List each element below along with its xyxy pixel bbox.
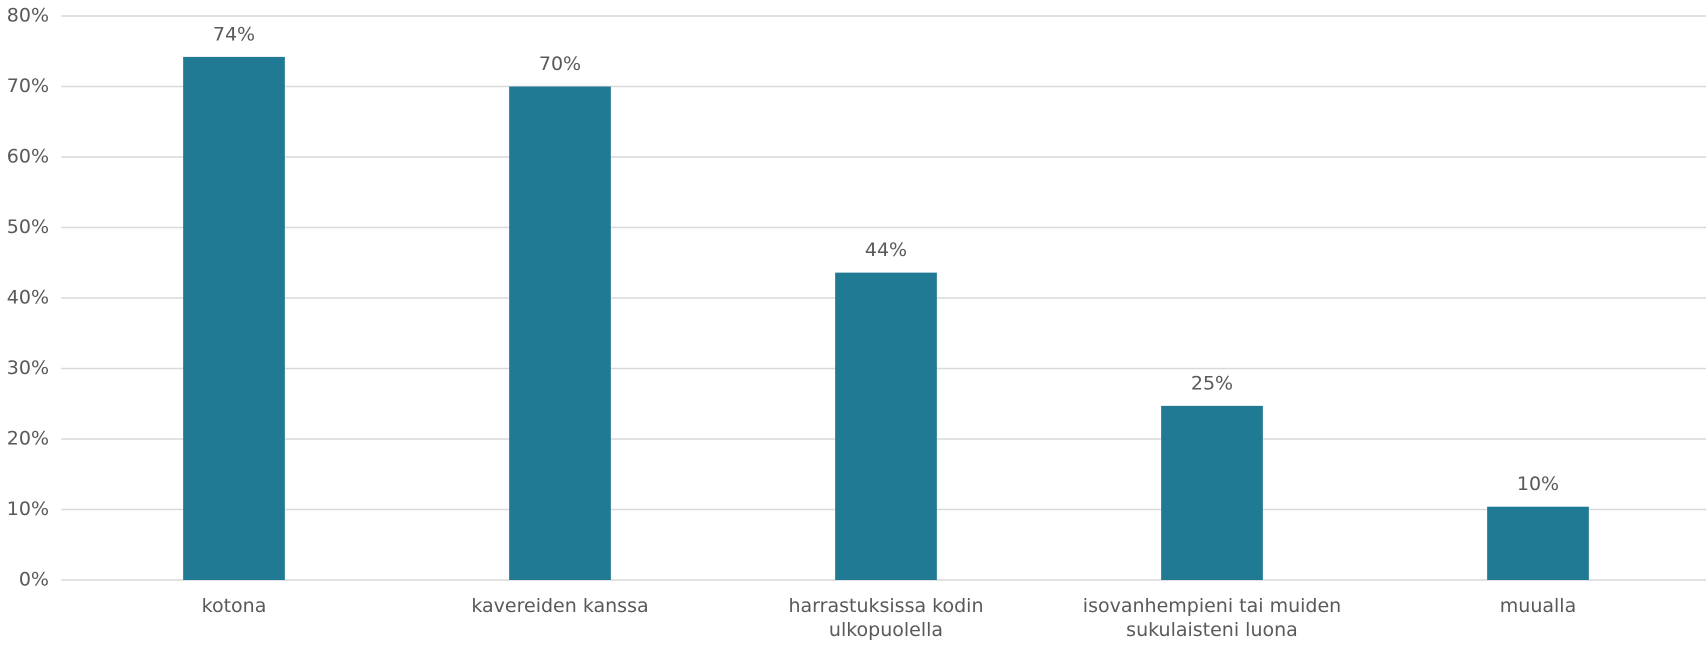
bar <box>509 86 611 580</box>
x-tick-label: muualla <box>1499 595 1577 617</box>
y-tick-label: 50% <box>7 216 49 238</box>
data-label: 70% <box>539 53 581 75</box>
y-tick-label: 70% <box>7 75 49 97</box>
data-label: 74% <box>213 23 255 45</box>
y-tick-label: 60% <box>7 146 49 168</box>
bar <box>835 272 937 580</box>
x-tick-label: kotona <box>201 595 267 617</box>
y-tick-label: 30% <box>7 357 49 379</box>
data-label: 25% <box>1191 372 1233 394</box>
bar <box>183 56 285 580</box>
y-tick-label: 80% <box>7 5 49 27</box>
x-tick-label: kavereiden kanssa <box>471 595 649 617</box>
data-label: 44% <box>865 239 907 261</box>
y-tick-label: 0% <box>19 569 49 591</box>
bar <box>1161 405 1263 580</box>
bar <box>1487 506 1589 580</box>
y-tick-label: 20% <box>7 428 49 450</box>
data-label: 10% <box>1517 473 1559 495</box>
y-tick-label: 40% <box>7 287 49 309</box>
y-tick-label: 10% <box>7 498 49 520</box>
x-tick-label: harrastuksissa kodin ulkopuolella <box>788 595 984 641</box>
x-tick-label: isovanhempieni tai muiden sukulaisteni l… <box>1082 595 1342 641</box>
